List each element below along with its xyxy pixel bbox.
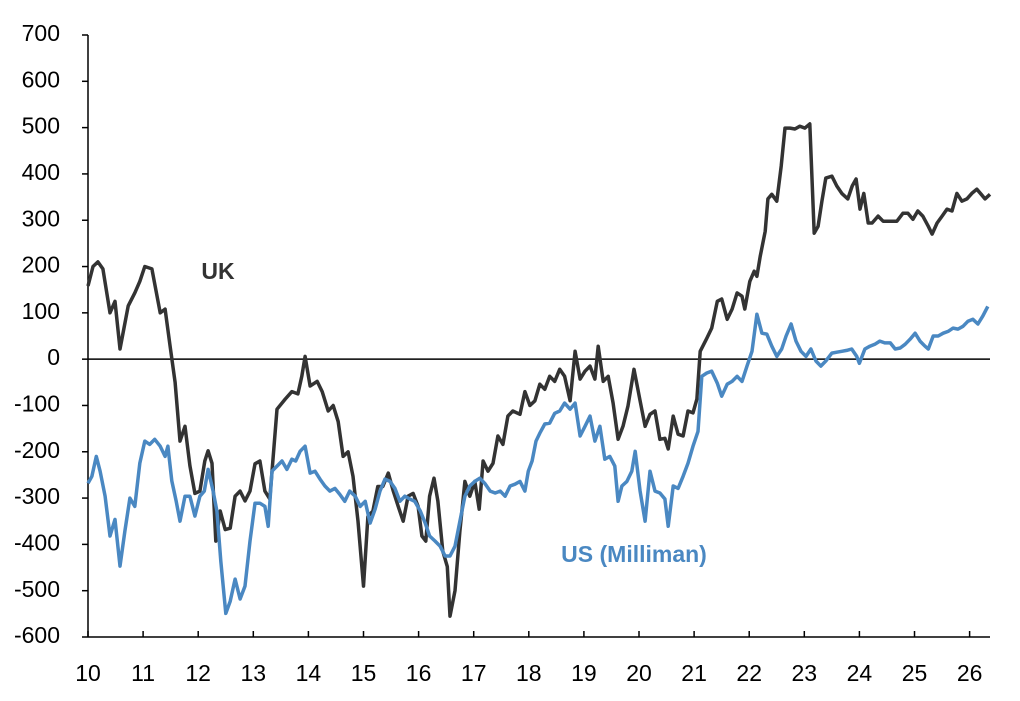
x-tick-label: 14 <box>296 660 322 686</box>
y-tick-label: 300 <box>22 205 60 231</box>
x-tick-label: 16 <box>406 660 432 686</box>
x-tick-label: 25 <box>902 660 928 686</box>
series-label: US (Milliman) <box>561 541 707 567</box>
series-line <box>86 122 992 618</box>
x-tick-label: 10 <box>75 660 101 686</box>
y-tick-label: 200 <box>22 252 60 278</box>
series-line <box>86 305 990 616</box>
y-tick-label: -500 <box>14 576 60 602</box>
x-tick-label: 15 <box>351 660 377 686</box>
x-tick-label: 26 <box>957 660 983 686</box>
x-tick-label: 13 <box>241 660 267 686</box>
y-tick-label: 0 <box>47 344 60 370</box>
y-tick-label: -400 <box>14 529 60 555</box>
y-tick-label: -300 <box>14 483 60 509</box>
y-tick-label: 600 <box>22 66 60 92</box>
series-label: UK <box>201 258 235 284</box>
y-tick-label: -600 <box>14 622 60 648</box>
x-tick-label: 23 <box>792 660 818 686</box>
y-tick-label: -100 <box>14 391 60 417</box>
x-tick-label: 19 <box>571 660 597 686</box>
x-tick-label: 21 <box>681 660 707 686</box>
x-tick-label: 22 <box>736 660 762 686</box>
y-tick-label: -200 <box>14 437 60 463</box>
x-tick-label: 20 <box>626 660 652 686</box>
y-tick-label: 400 <box>22 159 60 185</box>
x-tick-label: 11 <box>131 660 155 686</box>
x-tick-label: 24 <box>847 660 873 686</box>
x-tick-label: 17 <box>461 660 487 686</box>
y-tick-label: 100 <box>22 298 60 324</box>
y-tick-label: 700 <box>22 20 60 46</box>
y-tick-label: 500 <box>22 113 60 139</box>
x-tick-label: 12 <box>185 660 211 686</box>
x-tick-label: 18 <box>516 660 542 686</box>
